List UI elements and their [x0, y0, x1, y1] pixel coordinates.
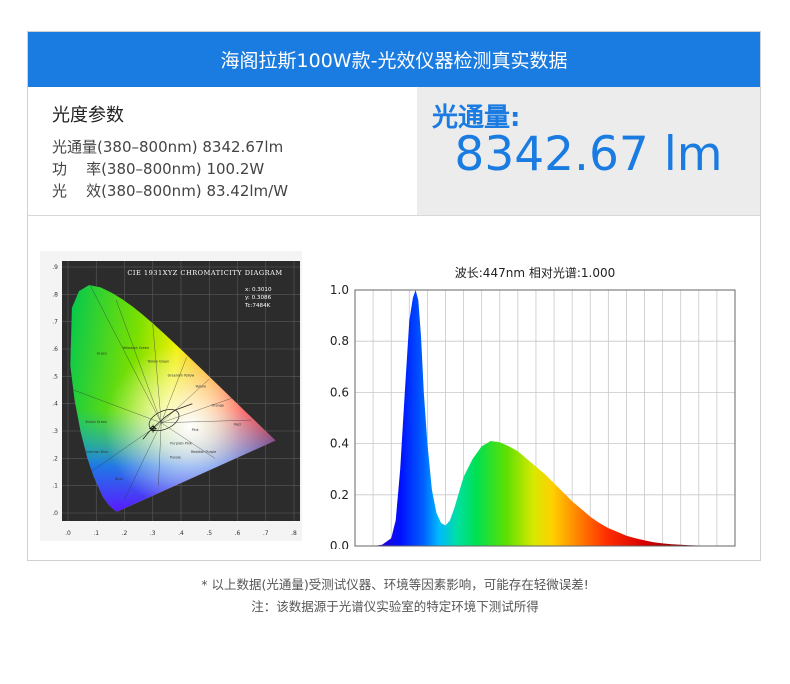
cie-y-tick: .3	[52, 428, 58, 435]
region-boundary	[161, 419, 252, 424]
cie-region-label: Bluish Green	[85, 420, 107, 424]
cie-region-label: Orange	[211, 403, 224, 407]
region-boundary	[152, 324, 162, 423]
y-tick-label: 0.4	[330, 437, 349, 451]
banner-title: 海阁拉斯100W款-光效仪器检测真实数据	[220, 50, 568, 72]
region-boundary	[161, 422, 216, 459]
region-boundary	[115, 299, 162, 423]
cie-x-tick: .6	[235, 530, 241, 537]
cie-y-tick: .9	[52, 264, 58, 271]
y-tick-label: 0.0	[330, 539, 349, 549]
param-row-efficacy: 光 效(380–800nm) 83.42lm/W	[52, 180, 288, 201]
region-boundary	[160, 357, 187, 423]
test-data-panel: 海阁拉斯100W款-光效仪器检测真实数据 光度参数 光通量(380–800nm)…	[27, 31, 761, 561]
region-boundary	[73, 389, 162, 424]
cie-readout: x: 0.3010	[245, 287, 272, 293]
cie-region-label: Reddish Purple	[191, 450, 216, 454]
cie-x-tick: .7	[263, 530, 269, 537]
cie-x-tick: .3	[150, 530, 156, 537]
param-label: 功 率(380–800nm)	[52, 160, 202, 178]
cie-region-label: Blue	[115, 477, 123, 481]
region-boundary	[158, 422, 162, 486]
y-tick-label: 1.0	[330, 283, 349, 297]
params-title: 光度参数	[52, 105, 124, 126]
cie-y-tick: .0	[52, 510, 58, 517]
cie-x-tick: .2	[122, 530, 128, 537]
cie-region-label: Yellow	[196, 384, 207, 388]
cie-region-label: Red	[234, 423, 240, 427]
param-row-power: 功 率(380–800nm) 100.2W	[52, 158, 264, 179]
cie-region-label: Pink	[192, 428, 199, 432]
param-label: 光 效(380–800nm)	[52, 182, 202, 200]
cie-y-tick: .2	[52, 455, 58, 462]
region-boundary	[161, 397, 232, 424]
cie-x-tick: .1	[93, 530, 99, 537]
cie-title: CIE 1931XYZ CHROMATICITY DIAGRAM	[127, 269, 282, 277]
y-tick-label: 0.2	[330, 488, 349, 502]
cie-y-tick: .6	[52, 346, 58, 353]
spectrum-area	[355, 290, 735, 546]
cie-region-label: Purple	[170, 455, 181, 459]
banner: 海阁拉斯100W款-光效仪器检测真实数据	[28, 32, 760, 87]
y-tick-label: 0.6	[330, 385, 349, 399]
param-row-flux: 光通量(380–800nm) 8342.67lm	[52, 136, 283, 157]
cie-region-label: Yellow Green	[148, 360, 170, 364]
cie-chromaticity-diagram: .0 .1 .2 .3 .4 .5 .6 .7 .8 .9 .8 .7 .6 .5 .4 .3 .2 .1 .0 Gr…	[40, 251, 302, 541]
luminous-flux-box: 光通量: 8342.67 lm	[417, 87, 760, 215]
cie-gamut-white	[70, 285, 276, 512]
cie-x-tick: .5	[206, 530, 212, 537]
cie-readout: Tc:7484K	[244, 303, 271, 309]
disclaimer-note: * 以上数据(光通量)受测试仪器、环境等因素影响，可能存在轻微误差!	[201, 577, 589, 592]
chart-title: 波长:447nm 相对光谱:1.000	[455, 266, 615, 280]
cie-x-tick: .0	[65, 530, 71, 537]
region-boundary	[161, 378, 210, 423]
cie-y-tick: .7	[52, 319, 58, 326]
divider	[28, 215, 760, 216]
param-label: 光通量(380–800nm)	[52, 138, 198, 156]
flux-value: 8342.67 lm	[454, 127, 723, 182]
cie-region-label: Purplish Pink	[170, 442, 192, 446]
param-value: 83.42lm/W	[206, 182, 289, 200]
region-boundary	[124, 422, 162, 500]
param-value: 100.2W	[206, 160, 265, 178]
cie-y-tick: .8	[52, 291, 58, 298]
source-note: 注：该数据源于光谱仪实验室的特定环境下测试所得	[251, 599, 539, 614]
region-boundary	[90, 286, 162, 423]
cie-region-label: Yellowish Green	[122, 346, 149, 350]
cie-x-tick: .4	[178, 530, 184, 537]
notes: * 以上数据(光通量)受测试仪器、环境等因素影响，可能存在轻微误差! 注：该数据…	[0, 574, 790, 618]
region-boundary	[90, 422, 162, 473]
cie-x-tick: .8	[291, 530, 297, 537]
cie-readout: y: 0.3086	[245, 295, 272, 301]
cie-y-tick: .4	[52, 401, 58, 408]
cie-region-label: Greenish Blue	[84, 450, 108, 454]
flux-label: 光通量:	[432, 103, 521, 133]
cie-y-tick: .1	[52, 483, 58, 490]
photometric-params: 光度参数 光通量(380–800nm) 8342.67lm 功 率(380–80…	[28, 87, 417, 215]
spectrum-chart: 波长:447nm 相对光谱:1.0000.00.20.40.60.81.0380…	[330, 266, 736, 549]
param-value: 8342.67lm	[202, 138, 284, 156]
plot-border	[354, 289, 736, 547]
cie-region-label: Green	[97, 351, 107, 355]
cie-y-tick: .5	[52, 373, 58, 380]
y-tick-label: 0.8	[330, 334, 349, 348]
cie-region-label: Greenish Yellow	[168, 373, 195, 377]
